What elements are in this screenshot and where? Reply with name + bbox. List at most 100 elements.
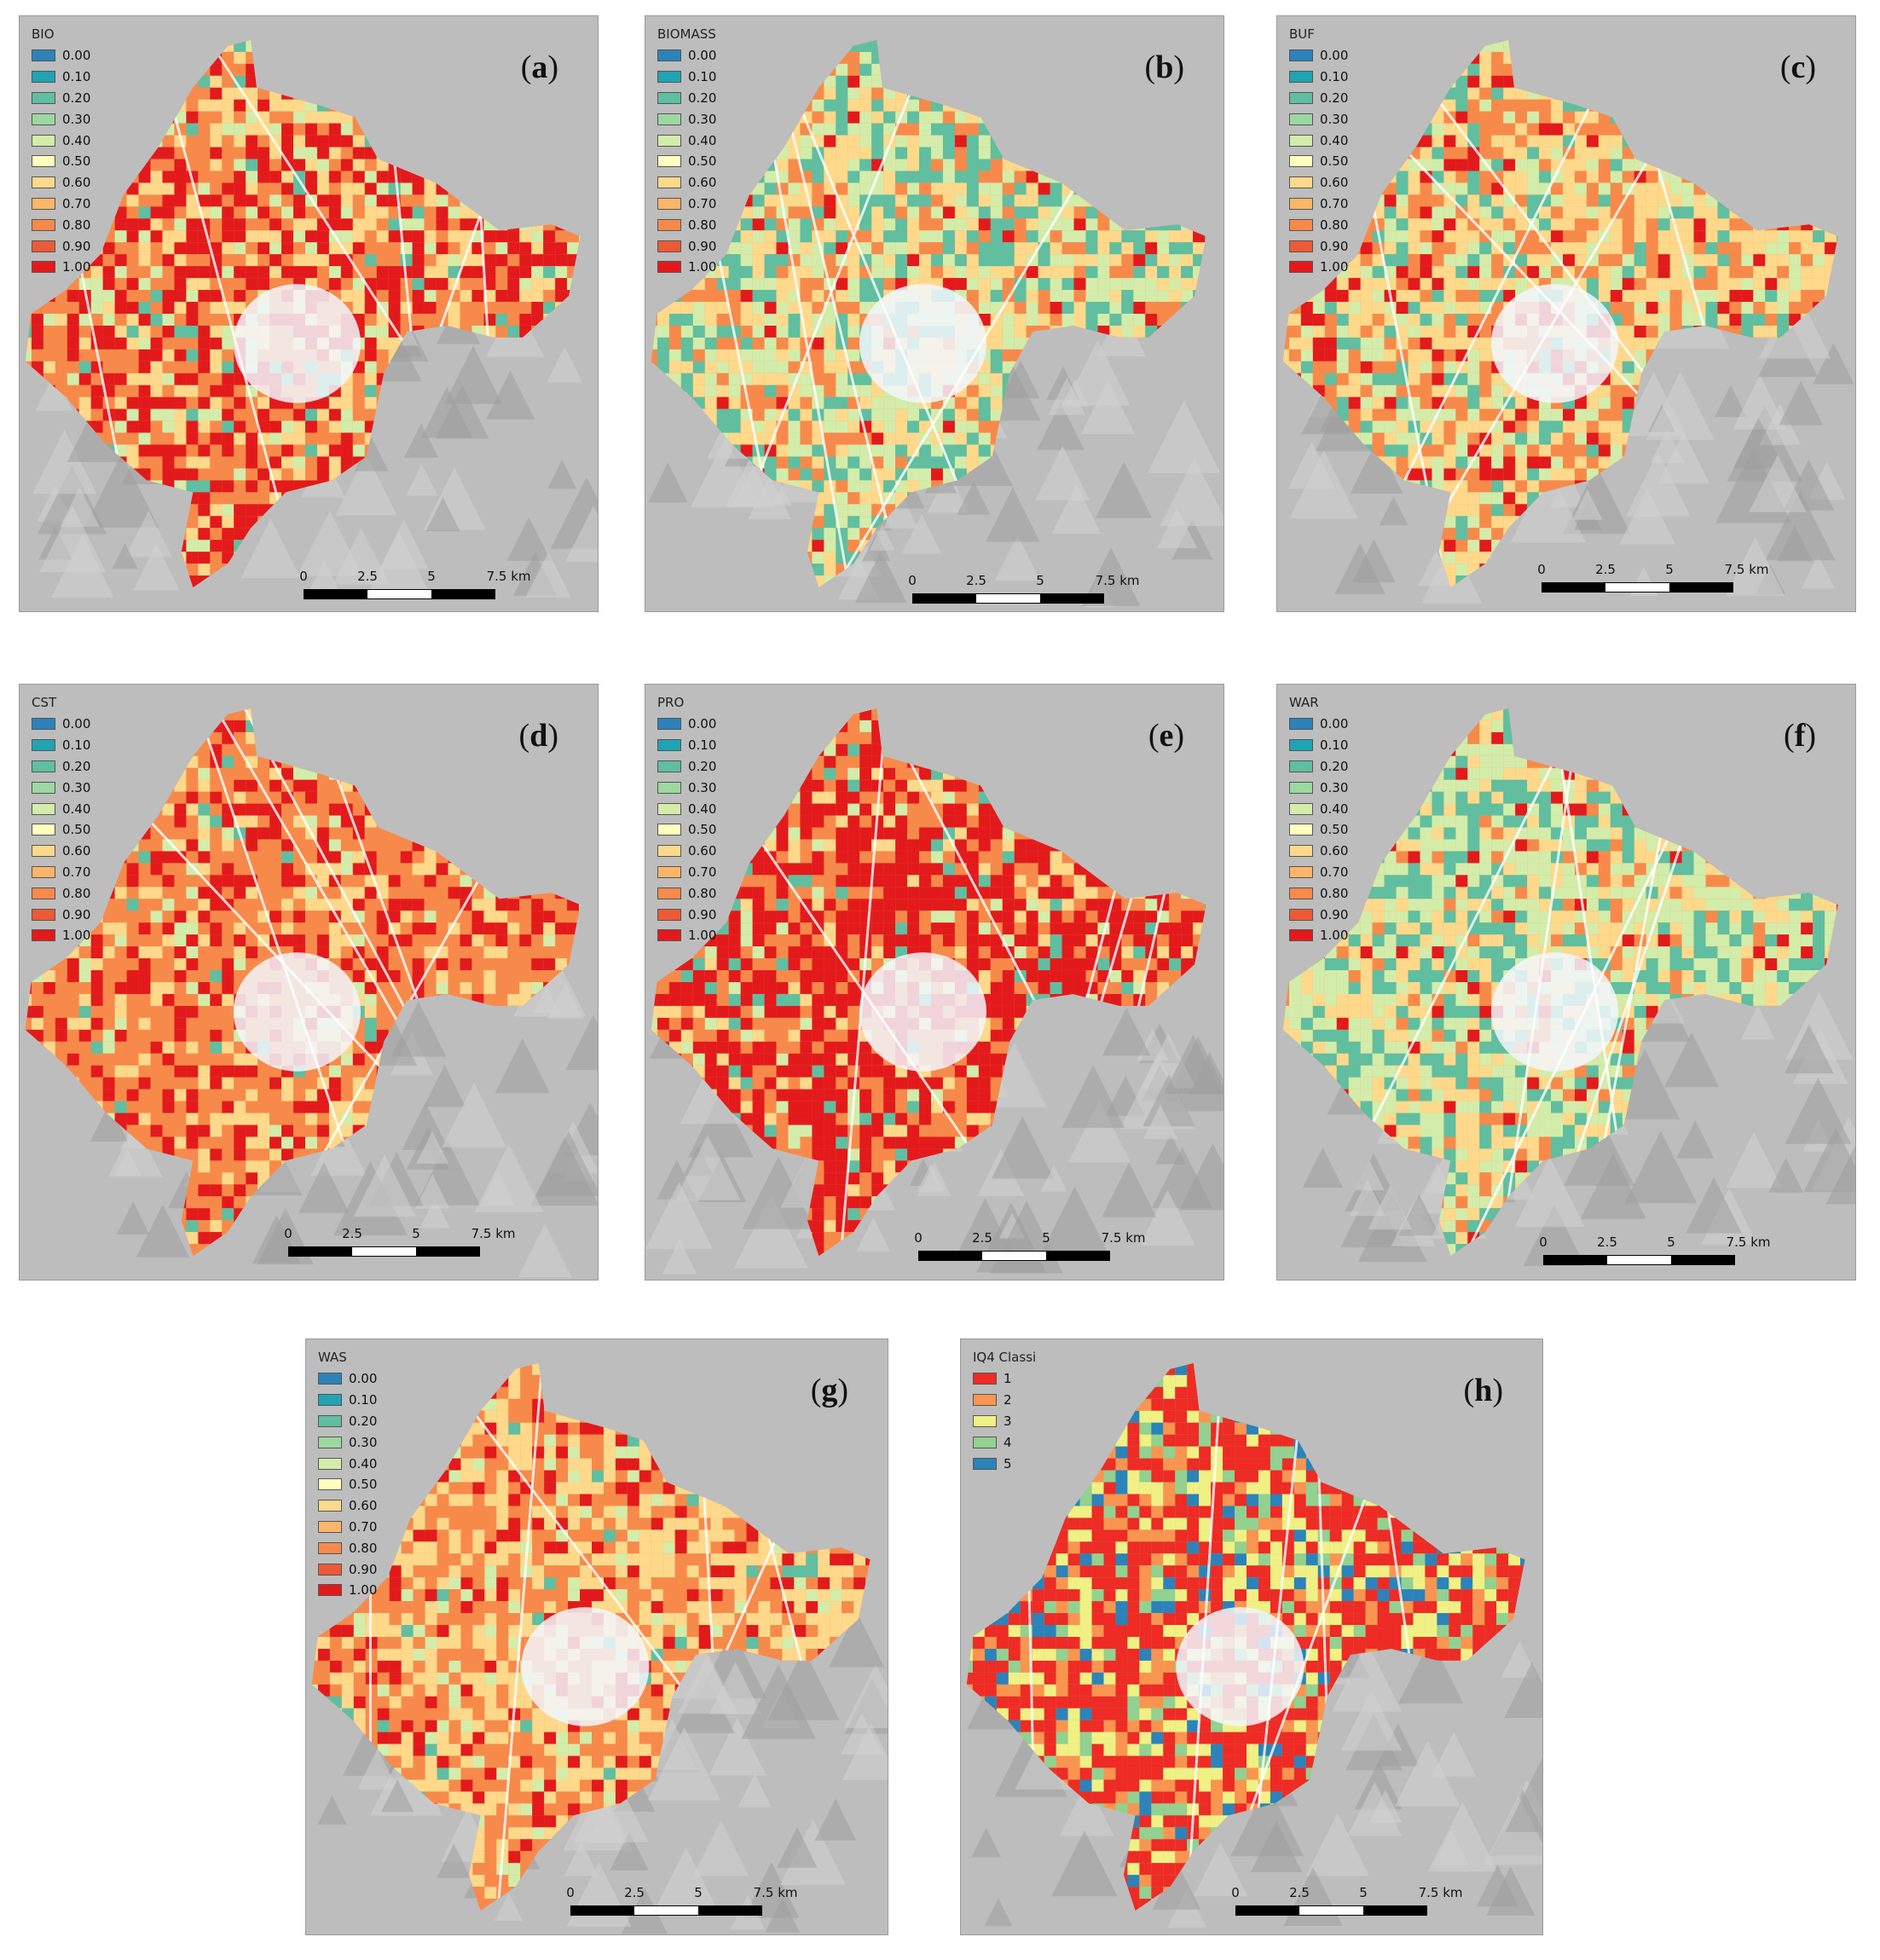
legend-entry: 0.60 (318, 1495, 377, 1517)
legend-label: 0.70 (349, 1519, 377, 1535)
legend-swatch (318, 1563, 342, 1576)
legend-label: 0.00 (688, 716, 716, 731)
scale-bar-tick: 2.5 (972, 1230, 992, 1246)
legend-swatch (973, 1373, 997, 1385)
legend-entry: 0.50 (657, 819, 716, 841)
legend-swatch (32, 845, 55, 858)
legend-swatch (32, 261, 55, 274)
legend-entry: 0.40 (32, 798, 90, 819)
legend-entry: 1.00 (1289, 257, 1348, 278)
legend-label: 0.10 (688, 737, 716, 753)
legend-swatch (1289, 760, 1313, 772)
legend: PRO 0.00 0.10 0.20 0.30 0.40 0.50 0.60 0.70 0.80 0… (657, 695, 716, 946)
legend-label: 0.00 (1320, 716, 1348, 731)
legend-swatch (973, 1436, 997, 1448)
legend-label: 0.70 (688, 864, 716, 880)
map-raster (1282, 708, 1855, 1266)
legend-swatch (657, 134, 681, 147)
legend-entry: 0.10 (32, 66, 90, 88)
legend-entry: 3 (973, 1411, 1036, 1432)
map-panel-g: WAS 0.00 0.10 0.20 0.30 0.40 0.50 0.60 0.70 0.80 0… (305, 1338, 888, 1935)
legend-label: 0.80 (688, 886, 716, 901)
legend-label: 0.40 (62, 133, 90, 148)
legend-label: 0.10 (1320, 737, 1348, 753)
scale-bar-tick: 5 (1359, 1885, 1368, 1900)
scale-bar-tick: 0 (299, 569, 308, 584)
legend-entry: 0.50 (32, 151, 90, 172)
legend-swatch (318, 1394, 342, 1407)
legend-entry: 0.00 (32, 714, 90, 735)
scale-bar-tick: 2.5 (342, 1226, 362, 1241)
legend-swatch (973, 1457, 997, 1470)
scale-bar: 0 2.5 5 7.5 km (908, 573, 1140, 611)
legend-swatch (32, 113, 55, 125)
legend-swatch (657, 929, 681, 942)
legend-entry: 0.50 (1289, 819, 1348, 841)
legend-label: 0.60 (688, 843, 716, 859)
legend-title: IQ4 Classi (973, 1350, 1036, 1365)
legend-label: 0.20 (1320, 90, 1348, 106)
legend: BUF 0.00 0.10 0.20 0.30 0.40 0.50 0.60 0.70 0.80 0… (1289, 26, 1348, 278)
legend-swatch (657, 176, 681, 189)
legend-label: 0.90 (688, 239, 716, 254)
legend-swatch (1289, 113, 1313, 125)
legend-label: 0.30 (688, 780, 716, 795)
legend-label: 0.00 (688, 48, 716, 63)
legend-entry: 0.40 (657, 130, 716, 151)
scale-bar-tick: 2.5 (1595, 562, 1616, 577)
legend-entry: 0.00 (1289, 714, 1348, 735)
legend-swatch (318, 1373, 342, 1385)
legend-swatch (657, 218, 681, 231)
legend-swatch (1289, 91, 1313, 104)
legend-entry: 0.50 (318, 1474, 377, 1495)
legend-entry: 0.40 (32, 130, 90, 151)
legend-entry: 0.50 (32, 819, 90, 841)
legend-entry: 0.60 (657, 172, 716, 194)
legend-entry: 0.10 (1289, 66, 1348, 88)
legend-title: WAR (1289, 695, 1348, 710)
legend-entry: 0.30 (1289, 108, 1348, 130)
legend-title: PRO (657, 695, 716, 710)
legend-label: 1.00 (688, 928, 716, 943)
legend-label: 0.20 (62, 90, 90, 106)
scale-bar-tick: 0 (1539, 1234, 1547, 1250)
legend-label: 0.60 (1320, 175, 1348, 190)
legend-swatch (1289, 739, 1313, 752)
legend-swatch (318, 1414, 342, 1427)
scale-bar-tick: 5 (412, 1226, 420, 1241)
legend-entry: 0.90 (657, 904, 716, 925)
legend-entry: 0.00 (657, 45, 716, 66)
legend-entry: 0.00 (32, 45, 90, 66)
legend-label: 0.50 (688, 822, 716, 837)
legend-entry: 0.90 (32, 235, 90, 257)
map-panel-b: BIOMASS 0.00 0.10 0.20 0.30 0.40 0.50 0.60 0.70 0… (645, 15, 1224, 612)
legend-title: BIO (32, 26, 90, 42)
legend-entry: 0.30 (32, 777, 90, 798)
scale-bar-tick: 2.5 (624, 1885, 645, 1900)
map-raster (645, 708, 1223, 1275)
legend-label: 0.70 (1320, 864, 1348, 880)
legend-label: 0.10 (349, 1392, 377, 1408)
map-raster (966, 1362, 1542, 1928)
legend-label: 0.30 (62, 780, 90, 795)
scale-bar-tick: 7.5 km (754, 1885, 798, 1900)
scale-bar-tick: 0 (914, 1230, 923, 1246)
legend-entry: 0.20 (32, 756, 90, 778)
legend-entry: 0.20 (1289, 756, 1348, 778)
legend-entry: 0.60 (32, 841, 90, 862)
scale-bar: 0 2.5 5 7.5 km (566, 1885, 798, 1928)
legend-label: 0.80 (688, 217, 716, 233)
legend-swatch (1289, 929, 1313, 942)
legend-entry: 1.00 (657, 925, 716, 946)
legend-label: 1.00 (349, 1582, 377, 1598)
legend-swatch (32, 49, 55, 62)
legend-entry: 0.60 (657, 841, 716, 862)
legend: CST 0.00 0.10 0.20 0.30 0.40 0.50 0.60 0.70 0.80 0… (32, 695, 90, 946)
panel-label: (f) (1784, 717, 1816, 755)
legend: WAR 0.00 0.10 0.20 0.30 0.40 0.50 0.60 0.70 0.80 0… (1289, 695, 1348, 946)
legend-swatch (1289, 197, 1313, 210)
legend-label: 0.20 (688, 759, 716, 774)
panel-label: (c) (1780, 49, 1816, 86)
legend: WAS 0.00 0.10 0.20 0.30 0.40 0.50 0.60 0.70 0.80 0… (318, 1350, 377, 1601)
legend-entry: 0.10 (657, 66, 716, 88)
